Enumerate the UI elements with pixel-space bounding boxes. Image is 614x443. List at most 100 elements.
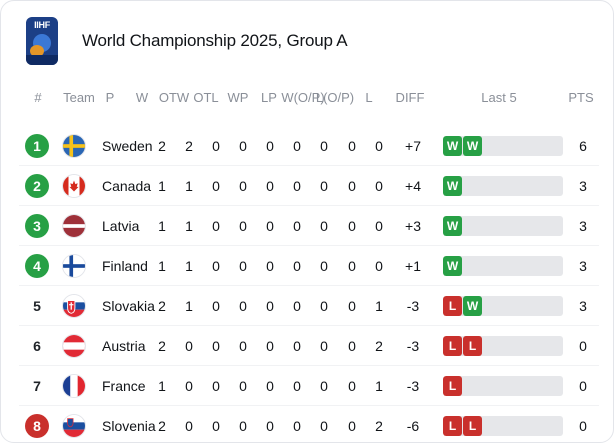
cell-w: 1 [185, 298, 193, 314]
cell-p: 1 [158, 218, 166, 234]
austria-flag-icon [62, 334, 86, 358]
cell-l: 1 [375, 298, 383, 314]
cell-p: 1 [158, 258, 166, 274]
cell-diff: +1 [405, 258, 421, 274]
cell-lop: 0 [348, 338, 356, 354]
loss-badge: L [443, 376, 462, 396]
cell-lp: 0 [293, 338, 301, 354]
cell-wp: 0 [266, 258, 274, 274]
cell-lop: 0 [348, 178, 356, 194]
team-name[interactable]: Canada [102, 178, 152, 194]
cell-p: 2 [158, 138, 166, 154]
rank-badge: 6 [33, 338, 41, 354]
column-header-team[interactable]: Team [63, 90, 95, 105]
table-row[interactable]: 1 Sweden 2 2 0 0 0 0 0 0 0 +7 6 W W [19, 127, 599, 166]
table-row[interactable]: 7 France 1 0 0 0 0 0 0 0 1 -3 0 L [19, 367, 599, 406]
cell-p: 2 [158, 338, 166, 354]
column-header-[interactable]: # [34, 90, 42, 105]
cell-diff: -6 [406, 418, 420, 434]
cell-wop: 0 [320, 378, 328, 394]
cell-l: 0 [375, 178, 383, 194]
table-row[interactable]: 6 Austria 2 0 0 0 0 0 0 0 2 -3 0 L L [19, 327, 599, 366]
loss-badge: L [443, 296, 462, 316]
cell-lp: 0 [293, 138, 301, 154]
cell-pts: 6 [579, 138, 587, 154]
team-name[interactable]: Latvia [102, 218, 140, 234]
team-name[interactable]: Austria [102, 338, 146, 354]
cell-otw: 0 [212, 338, 220, 354]
cell-wp: 0 [266, 378, 274, 394]
slovakia-flag-icon [62, 294, 86, 318]
cell-otl: 0 [239, 378, 247, 394]
cell-w: 1 [185, 258, 193, 274]
cell-otl: 0 [239, 338, 247, 354]
latvia-flag-icon [62, 214, 86, 238]
table-row[interactable]: 3 Latvia 1 1 0 0 0 0 0 0 0 +3 3 W [19, 207, 599, 246]
column-header-diff[interactable]: DIFF [395, 90, 425, 105]
column-header-w[interactable]: W [135, 90, 149, 105]
cell-w: 1 [185, 178, 193, 194]
column-header-pts[interactable]: PTS [568, 90, 594, 105]
column-header-otw[interactable]: OTW [158, 90, 190, 105]
cell-p: 1 [158, 378, 166, 394]
rank-badge: 1 [25, 134, 49, 158]
cell-lp: 0 [293, 218, 301, 234]
cell-pts: 3 [579, 258, 587, 274]
cell-w: 0 [185, 338, 193, 354]
column-header-last-5[interactable]: Last 5 [481, 90, 517, 105]
cell-otw: 0 [212, 138, 220, 154]
column-header-l-o-p[interactable]: L(O/P) [315, 90, 355, 105]
win-badge: W [443, 136, 462, 156]
page-title: World Championship 2025, Group A [82, 31, 348, 50]
loss-badge: L [463, 416, 482, 436]
cell-diff: -3 [406, 338, 420, 354]
team-name[interactable]: Sweden [102, 138, 153, 154]
cell-diff: -3 [406, 298, 420, 314]
cell-lop: 0 [348, 218, 356, 234]
win-badge: W [443, 216, 462, 236]
table-row[interactable]: 2 Canada 1 1 0 0 0 0 0 0 0 +4 3 W [19, 167, 599, 206]
win-badge: W [443, 176, 462, 196]
team-name[interactable]: Slovakia [102, 298, 155, 314]
cell-lp: 0 [293, 418, 301, 434]
cell-lp: 0 [293, 178, 301, 194]
cell-wp: 0 [266, 338, 274, 354]
cell-w: 0 [185, 418, 193, 434]
cell-otl: 0 [239, 178, 247, 194]
team-name[interactable]: Finland [102, 258, 148, 274]
column-header-wp[interactable]: WP [227, 90, 249, 105]
column-header-w-o-p[interactable]: W(O/P) [281, 90, 325, 105]
team-name[interactable]: France [102, 378, 146, 394]
table-row[interactable]: 4 Finland 1 1 0 0 0 0 0 0 0 +1 3 W [19, 247, 599, 286]
cell-pts: 0 [579, 418, 587, 434]
last-5-results: W [443, 176, 563, 196]
team-name[interactable]: Slovenia [102, 418, 156, 434]
cell-otl: 0 [239, 418, 247, 434]
cell-l: 0 [375, 218, 383, 234]
column-header-otl[interactable]: OTL [193, 90, 219, 105]
table-row[interactable]: 8 Slovenia 2 0 0 0 0 0 0 0 2 -6 0 L L [19, 407, 599, 442]
cell-p: 2 [158, 418, 166, 434]
cell-otl: 0 [239, 218, 247, 234]
cell-pts: 3 [579, 218, 587, 234]
cell-otw: 0 [212, 258, 220, 274]
cell-wop: 0 [320, 178, 328, 194]
column-header-lp[interactable]: LP [261, 90, 277, 105]
cell-w: 1 [185, 218, 193, 234]
cell-p: 2 [158, 298, 166, 314]
last-5-results: L [443, 376, 563, 396]
rank-badge: 7 [33, 378, 41, 394]
cell-otl: 0 [239, 298, 247, 314]
iihf-logo: IIHF [26, 17, 58, 65]
cell-lp: 0 [293, 258, 301, 274]
table-row[interactable]: 5 Slovakia 2 1 0 0 0 0 0 0 1 -3 3 L W [19, 287, 599, 326]
column-header-p[interactable]: P [105, 90, 115, 105]
cell-l: 0 [375, 138, 383, 154]
column-header-l[interactable]: L [365, 90, 373, 105]
cell-lp: 0 [293, 378, 301, 394]
logo-text: IIHF [34, 20, 50, 30]
canada-flag-icon [62, 174, 86, 198]
cell-pts: 3 [579, 178, 587, 194]
